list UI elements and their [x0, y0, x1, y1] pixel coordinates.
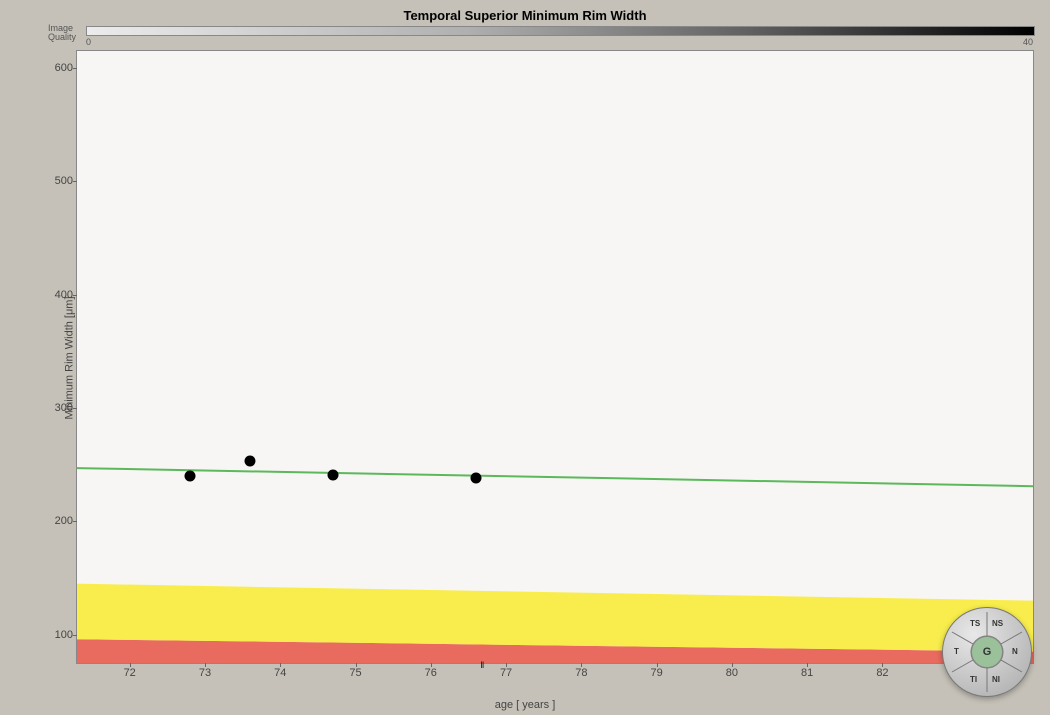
- compass-seg-ns[interactable]: NS: [992, 619, 1003, 628]
- x-axis-label: age [ years ]: [0, 699, 1050, 711]
- x-tick-mark: [280, 663, 281, 667]
- image-quality-bar: Image Quality 0 40: [48, 26, 1035, 46]
- plot-area: 1002003004005006007273747576777879808182…: [76, 50, 1034, 664]
- x-tick-mark: [205, 663, 206, 667]
- x-tick-mark: [130, 663, 131, 667]
- compass-seg-t[interactable]: T: [954, 647, 959, 656]
- x-tick-mark: [882, 663, 883, 667]
- quality-gradient: [86, 26, 1035, 36]
- data-point[interactable]: [184, 471, 195, 482]
- data-point[interactable]: [245, 456, 256, 467]
- quality-min: 0: [86, 37, 91, 47]
- chart-title: Temporal Superior Minimum Rim Width: [0, 8, 1050, 23]
- compass-seg-n[interactable]: N: [1012, 647, 1018, 656]
- sector-compass[interactable]: G TS NS N NI TI T: [942, 607, 1032, 697]
- data-point[interactable]: [470, 473, 481, 484]
- data-point[interactable]: [327, 469, 338, 480]
- quality-label: Image Quality: [48, 24, 76, 42]
- compass-seg-ts[interactable]: TS: [970, 619, 980, 628]
- x-tick-mark: [732, 663, 733, 667]
- y-axis-label: Minimum Rim Width [μm]: [64, 296, 76, 419]
- compass-center[interactable]: G: [971, 636, 1003, 668]
- x-tick-mark: [431, 663, 432, 667]
- x-tick-mark: [581, 663, 582, 667]
- compass-seg-ni[interactable]: NI: [992, 675, 1000, 684]
- quality-max: 40: [1023, 37, 1033, 47]
- x-tick-mark: [657, 663, 658, 667]
- compass-seg-ti[interactable]: TI: [970, 675, 977, 684]
- x-tick-mark: [356, 663, 357, 667]
- x-tick-mark: [807, 663, 808, 667]
- x-tick-mark: [506, 663, 507, 667]
- plot-overlay: [77, 51, 1033, 663]
- x-axis-marker: ‖: [480, 660, 486, 666]
- reference-line: [77, 468, 1033, 486]
